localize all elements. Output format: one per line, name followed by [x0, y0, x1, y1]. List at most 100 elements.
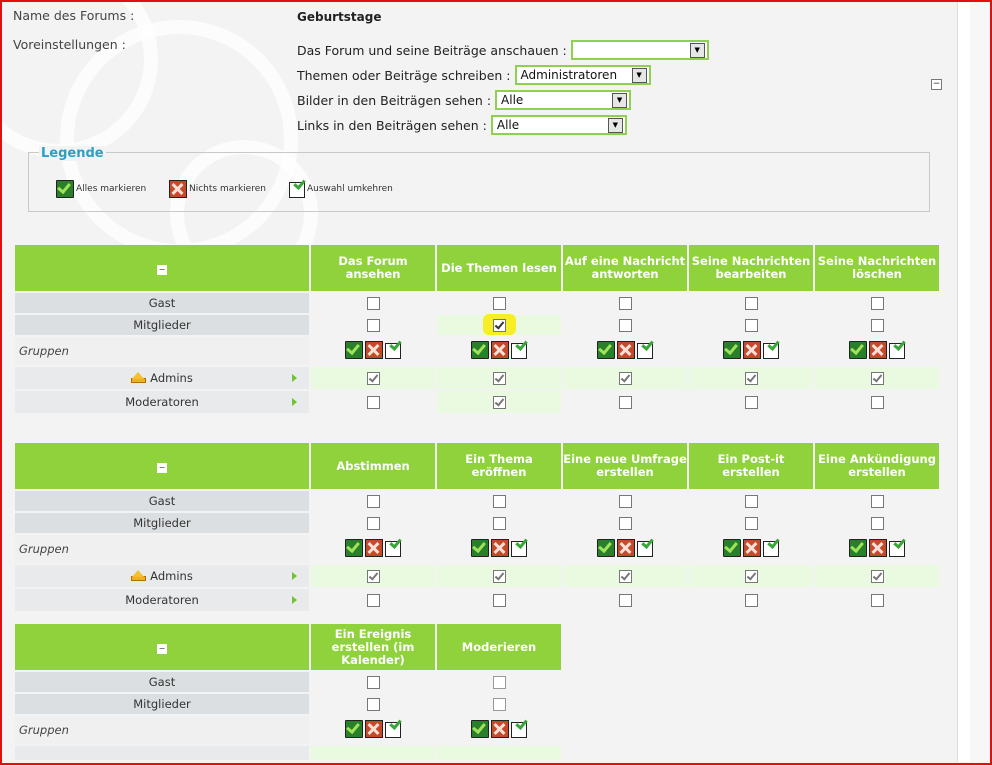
moderators-checkbox[interactable]	[366, 593, 380, 607]
admins-checkbox[interactable]	[870, 371, 884, 385]
invert-selection-icon[interactable]	[385, 540, 401, 557]
invert-selection-icon[interactable]	[385, 342, 401, 359]
select-all-icon[interactable]	[471, 719, 489, 738]
pref-links-select[interactable]: Alle ▼	[490, 115, 627, 135]
collapse-icon[interactable]: −	[157, 264, 167, 275]
select-all-icon[interactable]	[345, 719, 363, 738]
pref-view-forum-select[interactable]: ▼	[570, 40, 709, 60]
invert-selection-icon[interactable]	[637, 342, 653, 359]
select-all-icon[interactable]	[849, 538, 867, 557]
select-all-icon[interactable]	[849, 340, 867, 359]
admins-checkbox[interactable]	[618, 371, 632, 385]
select-none-icon[interactable]	[743, 340, 761, 359]
admins-checkbox[interactable]	[366, 569, 380, 583]
select-all-icon[interactable]	[345, 538, 363, 557]
members-checkbox[interactable]	[366, 318, 380, 332]
admins-checkbox[interactable]	[744, 371, 758, 385]
admins-checkbox[interactable]	[366, 371, 380, 385]
members-checkbox[interactable]	[366, 516, 380, 530]
members-checkbox[interactable]	[744, 516, 758, 530]
guest-checkbox[interactable]	[492, 494, 506, 508]
expand-arrow-icon[interactable]	[292, 596, 297, 604]
pref-images-select[interactable]: Alle ▼	[495, 90, 632, 110]
row-label-admins[interactable]: Admins	[15, 367, 309, 389]
guest-checkbox[interactable]	[618, 494, 632, 508]
select-all-icon[interactable]	[597, 340, 615, 359]
select-all-icon[interactable]	[471, 538, 489, 557]
invert-selection-icon[interactable]	[889, 342, 905, 359]
select-all-icon[interactable]	[723, 340, 741, 359]
members-checkbox[interactable]	[366, 697, 380, 711]
guest-checkbox[interactable]	[366, 296, 380, 310]
admins-checkbox[interactable]	[492, 569, 506, 583]
moderators-checkbox[interactable]	[744, 395, 758, 409]
select-all-icon[interactable]	[597, 538, 615, 557]
admins-checkbox[interactable]	[618, 569, 632, 583]
chevron-down-icon[interactable]: ▼	[612, 92, 628, 108]
guest-checkbox[interactable]	[870, 296, 884, 310]
select-none-icon[interactable]	[491, 538, 509, 557]
select-all-icon[interactable]	[345, 340, 363, 359]
guest-checkbox[interactable]	[744, 494, 758, 508]
moderators-checkbox[interactable]	[870, 593, 884, 607]
members-checkbox[interactable]	[492, 697, 506, 711]
moderators-checkbox[interactable]	[492, 593, 506, 607]
invert-selection-icon[interactable]	[637, 540, 653, 557]
moderators-checkbox[interactable]	[870, 395, 884, 409]
select-none-icon[interactable]	[869, 538, 887, 557]
collapse-icon[interactable]: −	[931, 79, 942, 90]
row-label-admins[interactable]: Admins	[15, 565, 309, 587]
select-none-icon[interactable]	[869, 340, 887, 359]
moderators-checkbox[interactable]	[492, 395, 506, 409]
guest-checkbox[interactable]	[366, 494, 380, 508]
members-checkbox[interactable]	[618, 516, 632, 530]
chevron-down-icon[interactable]: ▼	[689, 42, 705, 58]
guest-checkbox[interactable]	[744, 296, 758, 310]
guest-checkbox[interactable]	[618, 296, 632, 310]
members-checkbox[interactable]	[870, 516, 884, 530]
moderators-checkbox[interactable]	[618, 395, 632, 409]
chevron-down-icon[interactable]: ▼	[631, 67, 647, 83]
guest-checkbox[interactable]	[366, 675, 380, 689]
expand-arrow-icon[interactable]	[292, 398, 297, 406]
select-none-icon[interactable]	[743, 538, 761, 557]
admins-checkbox[interactable]	[870, 569, 884, 583]
guest-checkbox[interactable]	[492, 675, 506, 689]
row-label-moderators[interactable]: Moderatoren	[15, 589, 309, 611]
members-checkbox[interactable]	[492, 318, 506, 332]
guest-checkbox[interactable]	[492, 296, 506, 310]
select-none-icon[interactable]	[491, 719, 509, 738]
invert-selection-icon[interactable]	[763, 342, 779, 359]
invert-selection-icon[interactable]	[889, 540, 905, 557]
invert-selection-icon[interactable]	[511, 540, 527, 557]
invert-selection-icon[interactable]	[511, 721, 527, 738]
select-none-icon[interactable]	[491, 340, 509, 359]
row-label-admins[interactable]	[15, 746, 309, 760]
moderators-checkbox[interactable]	[366, 395, 380, 409]
moderators-checkbox[interactable]	[618, 593, 632, 607]
moderators-checkbox[interactable]	[744, 593, 758, 607]
select-none-icon[interactable]	[617, 538, 635, 557]
select-none-icon[interactable]	[365, 340, 383, 359]
select-all-icon[interactable]	[723, 538, 741, 557]
select-none-icon[interactable]	[365, 719, 383, 738]
members-checkbox[interactable]	[618, 318, 632, 332]
invert-selection-icon[interactable]	[385, 721, 401, 738]
invert-selection-icon[interactable]	[511, 342, 527, 359]
chevron-down-icon[interactable]: ▼	[607, 117, 623, 133]
members-checkbox[interactable]	[870, 318, 884, 332]
select-none-icon[interactable]	[617, 340, 635, 359]
row-label-moderators[interactable]: Moderatoren	[15, 391, 309, 413]
expand-arrow-icon[interactable]	[292, 572, 297, 580]
select-all-icon[interactable]	[471, 340, 489, 359]
invert-selection-icon[interactable]	[763, 540, 779, 557]
guest-checkbox[interactable]	[870, 494, 884, 508]
collapse-icon[interactable]: −	[157, 462, 167, 473]
expand-arrow-icon[interactable]	[292, 374, 297, 382]
pref-write-select[interactable]: Administratoren ▼	[514, 65, 651, 85]
admins-checkbox[interactable]	[744, 569, 758, 583]
collapse-icon[interactable]: −	[157, 643, 167, 654]
admins-checkbox[interactable]	[492, 371, 506, 385]
members-checkbox[interactable]	[492, 516, 506, 530]
members-checkbox[interactable]	[744, 318, 758, 332]
